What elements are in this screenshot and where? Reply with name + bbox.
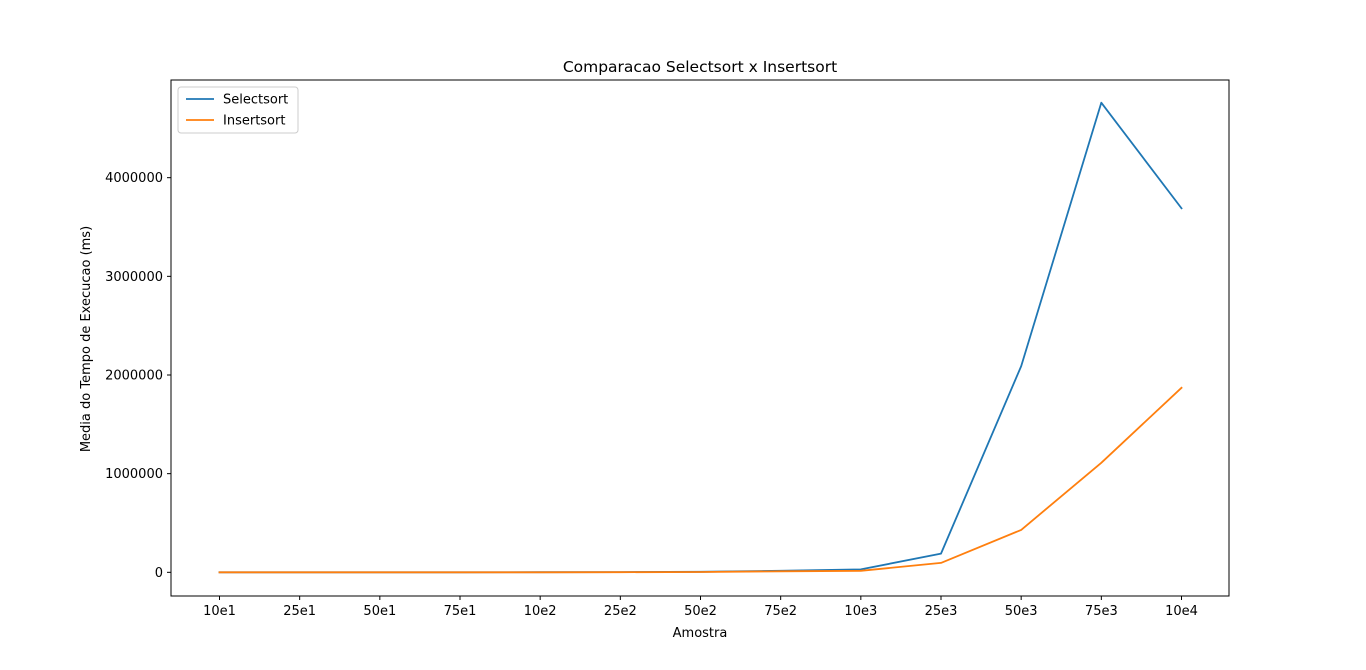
series-lines	[218, 101, 1183, 574]
x-tick-label: 50e3	[1005, 604, 1038, 619]
legend-label: Insertsort	[223, 114, 285, 129]
x-tick-label: 10e2	[524, 604, 557, 619]
x-tick-label: 25e3	[925, 604, 958, 619]
y-tick-label: 1000000	[105, 467, 163, 482]
y-tick-label: 2000000	[105, 368, 163, 383]
x-tick-label: 10e1	[203, 604, 236, 619]
x-tick-label: 75e2	[764, 604, 797, 619]
x-tick-label: 10e3	[844, 604, 877, 619]
x-axis-label: Amostra	[673, 626, 728, 641]
y-tick-label: 3000000	[105, 270, 163, 285]
legend: Selectsort Insertsort	[177, 86, 299, 134]
x-tick-label: 75e1	[444, 604, 477, 619]
x-tick-label: 25e2	[604, 604, 637, 619]
y-tick-label: 0	[155, 566, 163, 581]
chart-title: Comparacao Selectsort x Insertsort	[563, 58, 837, 76]
x-tick-label: 75e3	[1085, 604, 1118, 619]
y-axis: 0 1000000 2000000 3000000 4000000	[105, 171, 171, 581]
x-tick-label: 10e4	[1165, 604, 1198, 619]
plot-area	[170, 79, 1230, 597]
y-axis-label: Media do Tempo de Execucao (ms)	[79, 226, 94, 452]
x-axis: 10e1 25e1 50e1 75e1 10e2 25e2 50e2 75e2 10e3 25e3…	[203, 596, 1198, 619]
x-tick-label: 50e1	[363, 604, 396, 619]
x-tick-label: 50e2	[684, 604, 717, 619]
x-tick-label: 25e1	[283, 604, 316, 619]
series-line-insertsort	[218, 386, 1183, 574]
y-tick-label: 4000000	[105, 171, 163, 186]
legend-label: Selectsort	[223, 93, 288, 108]
